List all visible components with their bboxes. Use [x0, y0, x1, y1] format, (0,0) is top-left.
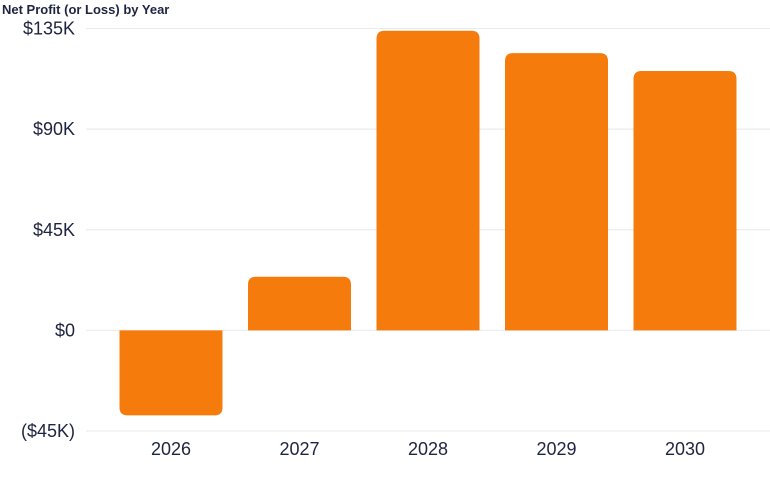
y-tick-label: $90K [33, 119, 75, 139]
chart-title: Net Profit (or Loss) by Year [2, 2, 170, 17]
bar-2030 [633, 70, 737, 331]
bar-2026 [119, 330, 223, 416]
y-tick-label: ($45K) [21, 421, 75, 441]
y-tick-label: $135K [23, 19, 75, 39]
y-axis-labels: $135K $90K $45K $0 ($45K) [21, 19, 75, 442]
bars [119, 30, 737, 416]
x-tick-label: 2026 [151, 439, 191, 459]
y-tick-label: $45K [33, 220, 75, 240]
x-tick-label: 2027 [279, 439, 319, 459]
x-tick-label: 2028 [408, 439, 448, 459]
x-tick-label: 2030 [665, 439, 705, 459]
bar-2029 [505, 53, 608, 331]
bar-2027 [248, 276, 351, 331]
bar-2028 [376, 30, 480, 331]
x-tick-label: 2029 [536, 439, 576, 459]
x-axis-labels: 2026 2027 2028 2029 2030 [151, 439, 705, 459]
y-tick-label: $0 [55, 320, 75, 340]
